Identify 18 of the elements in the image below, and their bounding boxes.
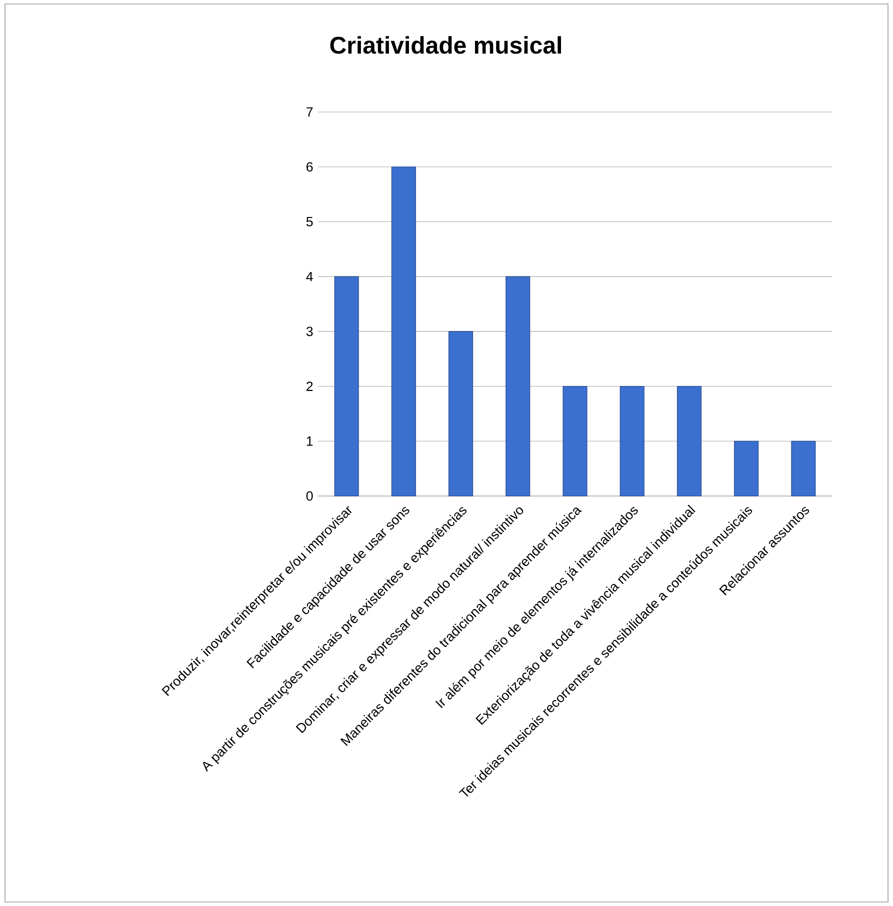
bar (448, 331, 474, 496)
bar (334, 276, 359, 496)
bar (620, 386, 644, 496)
y-tick-label: 4 (306, 272, 313, 282)
bar (506, 276, 530, 496)
bar (791, 440, 816, 496)
y-tick-label: 3 (306, 326, 313, 336)
bar (562, 386, 588, 496)
y-tick-label: 2 (306, 382, 313, 391)
y-tick-label: 1 (306, 436, 313, 446)
y-tick-label: 0 (306, 491, 313, 501)
bar (734, 440, 759, 496)
chart-title: Criatividade musical (330, 36, 561, 54)
y-tick-label: 7 (306, 107, 313, 117)
y-tick-label: 6 (306, 162, 313, 172)
y-tick-label: 5 (306, 217, 313, 226)
bar (676, 386, 702, 496)
bar (391, 166, 416, 496)
